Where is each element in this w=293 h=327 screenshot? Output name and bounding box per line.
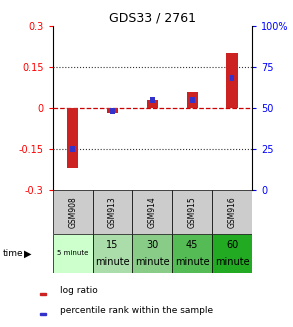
Text: 60: 60 [226,240,238,250]
Bar [107,108,118,113]
Bar [172,190,212,234]
Text: GSM908: GSM908 [68,196,77,228]
Text: GSM916: GSM916 [228,196,236,228]
Bar [230,76,234,81]
Text: minute: minute [215,257,249,267]
Bar [110,108,115,114]
Bar [53,190,93,234]
Text: GSM913: GSM913 [108,196,117,228]
Bar [150,97,155,103]
Bar [147,100,158,108]
Text: log ratio: log ratio [60,286,98,295]
Text: 30: 30 [146,240,159,250]
Bar [53,234,93,273]
Bar [40,293,46,295]
Bar [212,234,252,273]
Bar [226,53,238,108]
Text: time: time [3,249,23,258]
Bar [93,190,132,234]
Text: minute: minute [95,257,130,267]
Text: minute: minute [175,257,209,267]
Bar [67,108,78,168]
Text: GSM914: GSM914 [148,196,157,228]
Bar [172,234,212,273]
Title: GDS33 / 2761: GDS33 / 2761 [109,12,196,25]
Text: GSM915: GSM915 [188,196,197,228]
Text: minute: minute [135,257,170,267]
Bar [70,146,75,152]
Text: percentile rank within the sample: percentile rank within the sample [60,306,213,316]
Bar [132,190,172,234]
Text: ▶: ▶ [24,249,32,258]
Bar [212,190,252,234]
Bar [132,234,172,273]
Bar [93,234,132,273]
Text: 5 minute: 5 minute [57,250,88,256]
Text: 45: 45 [186,240,198,250]
Bar [187,92,198,108]
Bar [40,313,46,316]
Bar [190,97,195,103]
Text: 15: 15 [106,240,119,250]
